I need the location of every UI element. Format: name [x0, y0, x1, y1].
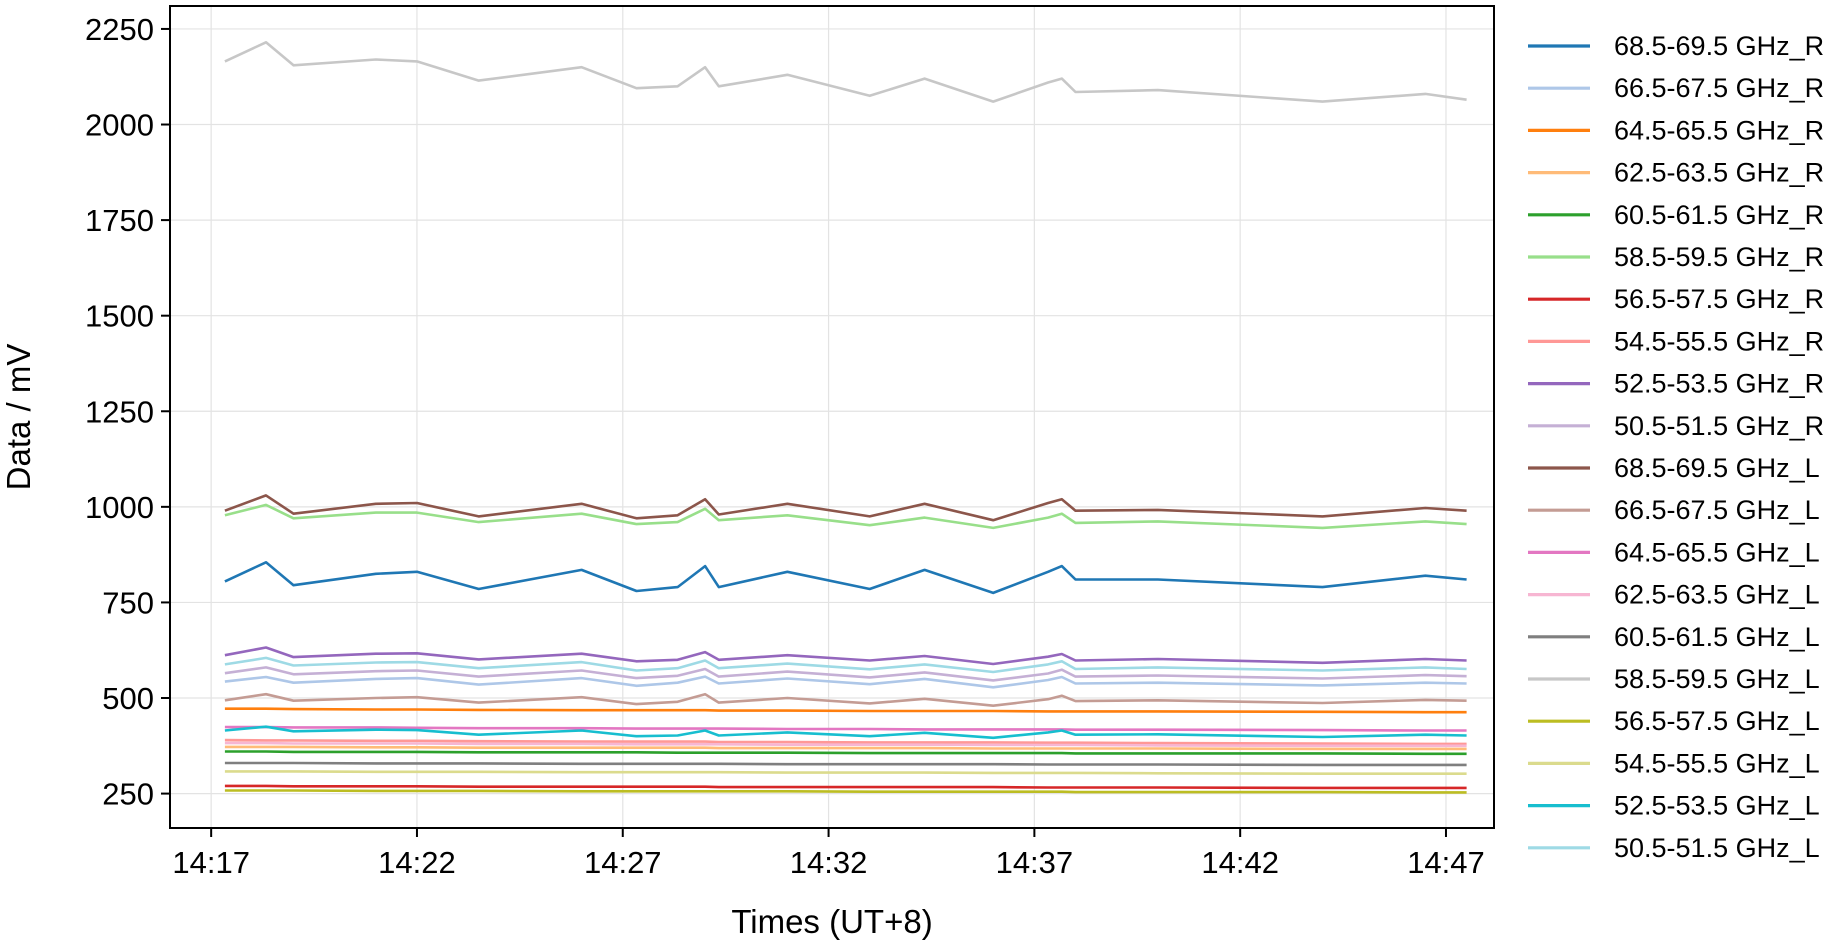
- series-line: [224, 750, 1467, 756]
- x-tick-label: 14:32: [790, 845, 868, 880]
- legend-label: 62.5-63.5 GHz_R: [1614, 158, 1824, 188]
- series-line: [224, 494, 1467, 522]
- series-line: [224, 503, 1467, 530]
- series-line: [224, 675, 1467, 689]
- legend-label: 66.5-67.5 GHz_L: [1614, 495, 1820, 525]
- y-tick-label: 1000: [85, 490, 154, 525]
- y-axis-ticks: 250 500 750 1000 1250 1500 1750 2000 2250: [85, 12, 170, 812]
- legend-label: 62.5-63.5 GHz_L: [1614, 580, 1820, 610]
- series-line: [224, 770, 1467, 776]
- x-tick-label: 14:27: [584, 845, 662, 880]
- series-line: [224, 725, 1467, 740]
- x-axis-ticks: 14:17 14:22 14:27 14:32 14:37 14:42 14:47: [172, 828, 1485, 880]
- series-line: [224, 646, 1467, 666]
- series-line: [224, 745, 1467, 751]
- series-line: [224, 40, 1467, 103]
- legend-label: 64.5-65.5 GHz_R: [1614, 115, 1824, 145]
- legend-label: 52.5-53.5 GHz_R: [1614, 369, 1824, 399]
- y-tick-label: 1500: [85, 299, 154, 334]
- series-line: [224, 784, 1467, 790]
- series-line: [224, 692, 1467, 708]
- y-tick-label: 750: [102, 585, 154, 620]
- x-axis-label: Times (UT+8): [731, 903, 932, 940]
- series-line: [224, 560, 1467, 595]
- y-tick-label: 250: [102, 777, 154, 812]
- x-tick-label: 14:47: [1407, 845, 1485, 880]
- series-line: [224, 666, 1467, 682]
- legend-label: 64.5-65.5 GHz_L: [1614, 537, 1820, 567]
- series-line: [224, 741, 1467, 748]
- legend-label: 56.5-57.5 GHz_R: [1614, 284, 1824, 314]
- y-tick-label: 2250: [85, 12, 154, 47]
- legend-label: 68.5-69.5 GHz_L: [1614, 453, 1820, 483]
- y-tick-label: 500: [102, 681, 154, 716]
- y-tick-label: 2000: [85, 108, 154, 143]
- legend-label: 54.5-55.5 GHz_R: [1614, 326, 1824, 356]
- y-axis-label: Data / mV: [0, 344, 37, 491]
- x-tick-label: 14:22: [378, 845, 456, 880]
- legend-label: 56.5-57.5 GHz_L: [1614, 706, 1820, 736]
- y-tick-label: 1250: [85, 394, 154, 429]
- series-lines: [224, 40, 1467, 794]
- legend-label: 52.5-53.5 GHz_L: [1614, 791, 1820, 821]
- series-line: [224, 725, 1467, 732]
- series-line: [224, 789, 1467, 794]
- x-tick-label: 14:42: [1201, 845, 1279, 880]
- legend-label: 50.5-51.5 GHz_L: [1614, 833, 1820, 863]
- legend-label: 60.5-61.5 GHz_R: [1614, 200, 1824, 230]
- series-line: [224, 761, 1467, 767]
- legend-label: 58.5-59.5 GHz_L: [1614, 664, 1820, 694]
- series-line: [224, 656, 1467, 674]
- series-line: [224, 707, 1467, 714]
- plot-area-frame: [169, 5, 1495, 829]
- legend-label: 60.5-61.5 GHz_L: [1614, 622, 1820, 652]
- series-line: [224, 738, 1467, 746]
- x-tick-label: 14:37: [996, 845, 1074, 880]
- legend-label: 50.5-51.5 GHz_R: [1614, 411, 1824, 441]
- legend-label: 68.5-69.5 GHz_R: [1614, 31, 1824, 61]
- legend-label: 66.5-67.5 GHz_R: [1614, 73, 1824, 103]
- grid: [170, 6, 1494, 828]
- legend: 68.5-69.5 GHz_R 66.5-67.5 GHz_R 64.5-65.5 …: [1528, 31, 1824, 863]
- x-tick-label: 14:17: [172, 845, 250, 880]
- y-tick-label: 1750: [85, 203, 154, 238]
- legend-label: 54.5-55.5 GHz_L: [1614, 748, 1820, 778]
- legend-label: 58.5-59.5 GHz_R: [1614, 242, 1824, 272]
